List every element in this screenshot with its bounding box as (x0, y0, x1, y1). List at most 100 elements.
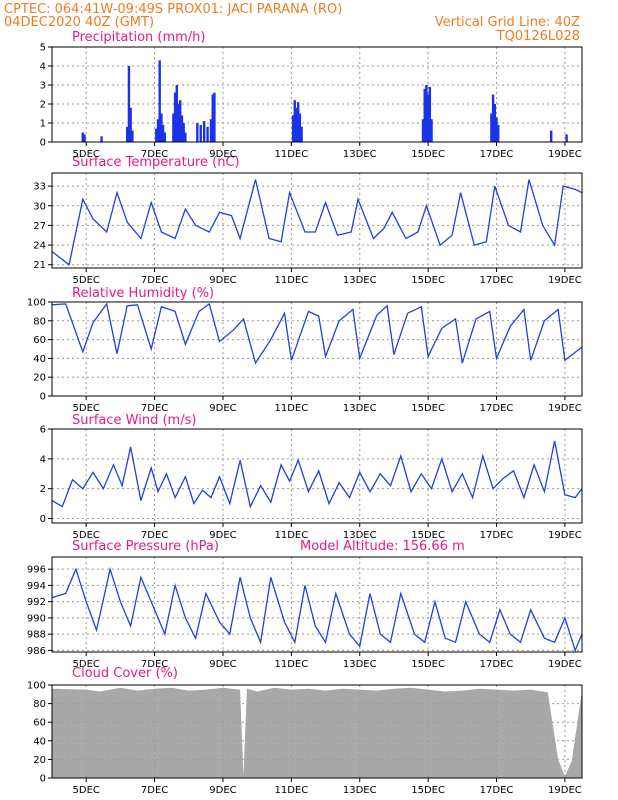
x-tick-label: 9DEC (209, 659, 236, 670)
x-tick-label: 9DEC (209, 149, 236, 160)
x-tick-label: 9DEC (209, 275, 236, 286)
x-tick-label: 15DEC (411, 530, 445, 541)
x-tick-label: 11DEC (274, 275, 308, 286)
x-tick-label: 13DEC (343, 785, 377, 796)
y-tick-label: 990 (27, 613, 46, 624)
precip-bar (296, 102, 300, 142)
precip-bar (497, 124, 500, 142)
precip-bar (428, 86, 432, 142)
x-tick-label: 5DEC (73, 659, 100, 670)
cloud-cover-area (52, 687, 582, 778)
precip-bar (490, 113, 493, 142)
panel-temp: 21 24 27 30 33 5DEC 7DEC 9DEC 11DEC 13DEC 15DEC 17D… (33, 172, 583, 286)
x-tick-label: 17DEC (480, 785, 514, 796)
precip-bar (161, 124, 165, 142)
x-tick-label: 17DEC (480, 275, 514, 286)
x-tick-label: 15DEC (411, 149, 445, 160)
precip-bar (172, 113, 175, 142)
header-location: CPTEC: 064:41W-09:49S PROX01: JACI PARAN… (4, 2, 342, 17)
y-tick-label: 4 (40, 62, 46, 73)
panel-title-pressure: Surface Pressure (hPa) (72, 539, 219, 554)
y-tick-label: 1 (40, 119, 46, 130)
series-line-humidity (52, 302, 582, 365)
y-tick-label: 80 (33, 699, 46, 710)
y-tick-label: 994 (27, 581, 46, 592)
precip-bar (156, 119, 160, 142)
precip-bar (127, 66, 131, 142)
y-tick-label: 0 (40, 138, 46, 149)
y-tick-label: 40 (33, 354, 46, 365)
x-tick-label: 19DEC (548, 149, 582, 160)
y-tick-label: 100 (27, 681, 46, 692)
x-tick-label: 9DEC (209, 403, 236, 414)
x-tick-label: 15DEC (411, 275, 445, 286)
x-tick-label: 9DEC (209, 530, 236, 541)
precip-bar (213, 92, 216, 142)
x-tick-label: 13DEC (343, 149, 377, 160)
precip-bar (421, 119, 425, 142)
y-tick-label: 21 (33, 260, 46, 271)
y-tick-label: 988 (27, 630, 46, 641)
y-tick-label: 33 (33, 182, 46, 193)
series-line-pressure (52, 566, 582, 652)
precip-bar (300, 126, 303, 142)
y-tick-label: 0 (40, 392, 46, 403)
y-tick-label: 2 (40, 484, 46, 495)
panel-frame (51, 684, 583, 779)
panel-cloud: 0 20 40 60 80 100 5DEC 7DEC 9DEC 11DEC 13DEC 15DEC 1… (27, 681, 583, 796)
y-tick-label: 60 (33, 335, 46, 346)
panel-pressure: 986 988 990 992 994 996 5DEC 7DEC 9DEC 11DEC 13DEC… (27, 556, 583, 670)
precip-bar (291, 115, 295, 142)
header-grid-line-note: Vertical Grid Line: 40Z (435, 15, 580, 30)
precip-bar (206, 126, 209, 142)
precip-bar (163, 132, 167, 142)
precip-bar (81, 132, 84, 142)
precip-bar (180, 115, 184, 142)
x-tick-label: 7DEC (141, 785, 168, 796)
y-tick-label: 27 (33, 221, 46, 232)
precip-bar (298, 113, 302, 142)
x-tick-label: 5DEC (73, 785, 100, 796)
x-tick-label: 7DEC (141, 149, 168, 160)
x-tick-label: 9DEC (209, 785, 236, 796)
y-tick-label: 60 (33, 718, 46, 729)
panel-frame (51, 172, 583, 269)
y-tick-label: 24 (33, 241, 46, 252)
precip-bar (425, 85, 428, 142)
x-tick-label: 13DEC (343, 275, 377, 286)
precip-bar (295, 107, 298, 142)
y-tick-label: 996 (27, 565, 46, 576)
panel-annotation-altitude: Model Altitude: 156.66 m (300, 539, 465, 554)
x-tick-label: 17DEC (480, 149, 514, 160)
precip-bar (493, 104, 497, 142)
panel-title-humidity: Relative Humidity (%) (72, 286, 214, 301)
x-tick-label: 17DEC (480, 530, 514, 541)
header-model-code: TQ0126L028 (496, 29, 580, 44)
x-tick-label: 19DEC (548, 659, 582, 670)
x-tick-label: 13DEC (343, 530, 377, 541)
x-tick-label: 11DEC (274, 149, 308, 160)
y-tick-label: 20 (33, 755, 46, 766)
precip-bar (196, 123, 199, 142)
panel-title-wind: Surface Wind (m/s) (72, 413, 196, 428)
precip-bar (129, 107, 132, 142)
y-tick-label: 2 (40, 100, 46, 111)
x-tick-label: 11DEC (274, 785, 308, 796)
x-tick-label: 15DEC (411, 785, 445, 796)
x-tick-label: 7DEC (141, 659, 168, 670)
panel-title-precipitation: Precipitation (mm/h) (72, 30, 205, 45)
x-tick-label: 19DEC (548, 785, 582, 796)
x-tick-label: 7DEC (141, 275, 168, 286)
header-init-time: 04DEC2020 40Z (GMT) (4, 15, 154, 30)
panel-frame (51, 46, 583, 143)
precip-bar (160, 113, 163, 142)
x-tick-label: 5DEC (73, 275, 100, 286)
y-tick-label: 3 (40, 81, 46, 92)
x-tick-label: 5DEC (73, 403, 100, 414)
x-tick-label: 11DEC (274, 530, 308, 541)
precip-bar (293, 100, 296, 142)
y-tick-label: 40 (33, 736, 46, 747)
precip-bar (126, 126, 129, 142)
precip-bar (199, 124, 202, 142)
